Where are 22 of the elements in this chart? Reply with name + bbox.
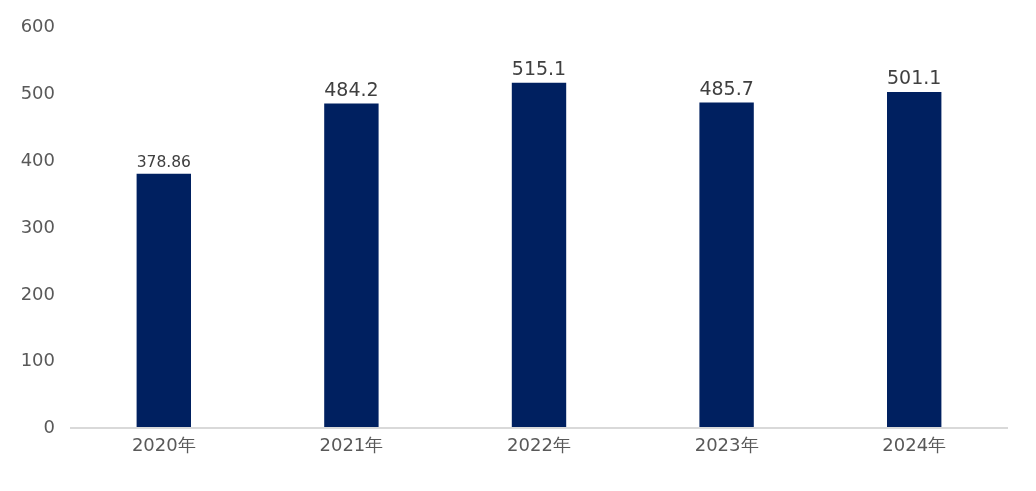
bar [324,103,379,427]
x-tick-label: 2023年 [694,433,759,455]
data-label: 501.1 [887,66,942,89]
data-label: 378.86 [136,152,191,171]
y-tick-label: 600 [20,15,55,37]
x-tick-label: 2020年 [131,433,196,455]
x-tick-label: 2024年 [882,433,947,455]
data-label: 484.2 [324,77,379,100]
y-tick-label: 400 [20,148,55,170]
y-tick-label: 500 [20,82,55,104]
bar [887,92,942,427]
y-tick-label: 300 [20,215,55,237]
bar [699,102,754,427]
x-tick-label: 2022年 [507,433,571,455]
bar [511,82,567,427]
x-tick-label: 2021年 [319,433,384,455]
y-tick-label: 100 [20,349,55,371]
y-tick-label: 0 [43,416,55,438]
data-label: 515.1 [511,56,567,79]
data-label: 485.7 [699,76,754,99]
bar [136,173,191,427]
y-tick-label: 200 [20,282,55,304]
